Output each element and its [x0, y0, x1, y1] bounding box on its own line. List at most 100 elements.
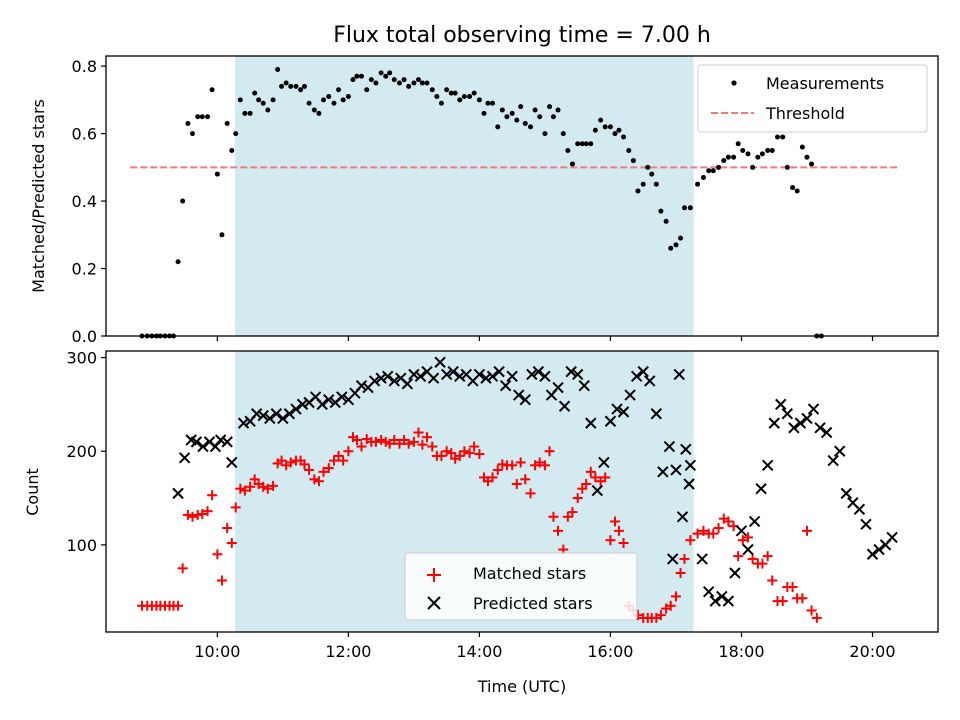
- matched-star-point: [618, 538, 629, 549]
- matched-star-point: [787, 582, 798, 593]
- legend-predicted-marker: [427, 596, 441, 610]
- predicted-star-point: [277, 412, 289, 425]
- matched-star-point: [562, 511, 573, 522]
- predicted-star-point: [506, 370, 518, 382]
- predicted-star-point: [214, 434, 227, 446]
- measurement-point: [247, 110, 253, 116]
- predicted-star-point: [680, 443, 692, 456]
- measurement-point: [283, 80, 289, 86]
- top-y-axis-label: Matched/Predicted stars: [29, 99, 48, 293]
- measurement-point: [288, 83, 294, 89]
- measurement-point: [804, 154, 810, 160]
- predicted-star-point: [178, 452, 191, 464]
- matched-star-point: [747, 553, 758, 564]
- measurement-point: [588, 141, 594, 147]
- measurement-point: [514, 117, 520, 123]
- predicted-star-point: [788, 422, 800, 434]
- predicted-star-point: [684, 459, 697, 471]
- bottom-y-axis-label: Count: [23, 468, 42, 516]
- measurement-point: [700, 174, 706, 180]
- measurement-point: [745, 151, 751, 157]
- measurement-point: [180, 198, 186, 204]
- matched-star-point: [323, 463, 334, 474]
- measurement-point: [383, 73, 389, 79]
- measurement-point: [229, 147, 235, 153]
- measurement-point: [401, 77, 407, 83]
- matched-star-point: [511, 479, 522, 490]
- predicted-star-point: [617, 406, 630, 418]
- top-x-ticks: [216, 336, 874, 341]
- bottom-x-ticks: 10:00 12:00 14:00 16:00 18:00 20:00: [194, 632, 896, 661]
- matched-star-point: [177, 563, 188, 574]
- bottom-legend: Matched stars Predicted stars: [404, 552, 638, 621]
- measurement-point: [387, 70, 393, 76]
- predicted-star-point: [226, 456, 238, 469]
- legend-measurements-marker: [731, 80, 737, 86]
- measurement-point: [790, 185, 796, 191]
- measurement-point: [275, 66, 281, 72]
- matched-star-point: [590, 472, 601, 483]
- predicted-star-point: [840, 487, 852, 500]
- predicted-star-point: [532, 365, 545, 378]
- matched-star-point: [262, 483, 273, 494]
- measurement-point: [532, 107, 538, 113]
- bottom-marks: [137, 356, 898, 623]
- measurement-point: [716, 164, 722, 170]
- predicted-star-point: [630, 370, 643, 382]
- predicted-star-point: [709, 595, 721, 607]
- matched-star-point: [309, 474, 320, 485]
- matched-star-point: [389, 434, 400, 445]
- measurement-point: [649, 171, 655, 177]
- x-tick-label: 20:00: [849, 642, 895, 661]
- top-plot-frame: [105, 55, 939, 337]
- measurement-point: [750, 164, 756, 170]
- predicted-star-point: [473, 368, 486, 381]
- predicted-star-point: [807, 403, 820, 415]
- x-axis-label: Time (UTC): [477, 677, 566, 696]
- bottom-plot-frame: [105, 350, 939, 633]
- predicted-star-point: [637, 365, 649, 378]
- measurement-point: [780, 134, 786, 140]
- x-tick-label: 12:00: [325, 642, 371, 661]
- matched-star-point: [806, 605, 817, 616]
- matched-star-point: [207, 490, 218, 501]
- matched-star-point: [544, 446, 555, 457]
- measurement-point: [485, 100, 491, 106]
- matched-star-point: [777, 596, 788, 607]
- legend-measurements-label: Measurements: [766, 74, 884, 93]
- predicted-star-point: [270, 408, 283, 420]
- chart-title: Flux total observing time = 7.00 h: [333, 23, 711, 48]
- measurement-point: [265, 107, 271, 113]
- predicted-star-point: [666, 553, 679, 565]
- matched-star-point: [613, 525, 624, 536]
- predicted-star-point: [644, 375, 656, 387]
- bottom-legend-box: [404, 552, 638, 621]
- matched-star-point: [743, 532, 754, 543]
- predicted-star-point: [526, 368, 538, 381]
- matched-star-point: [515, 457, 526, 468]
- measurement-point: [542, 131, 548, 137]
- matched-star-point: [187, 511, 198, 522]
- x-tick-label: 16:00: [587, 642, 633, 661]
- measurement-point: [653, 181, 659, 187]
- legend-predicted-label: Predicted stars: [473, 594, 593, 613]
- bottom-panel: 100 200 300 10:00 12:00 14:00 16:00 18:00 20:00…: [23, 349, 939, 696]
- measurement-point: [569, 161, 575, 167]
- measurement-point: [537, 114, 543, 120]
- measurement-point: [626, 147, 632, 153]
- matched-star-point: [567, 507, 578, 518]
- measurement-point: [555, 107, 561, 113]
- measurement-point: [336, 87, 342, 93]
- predicted-star-point: [768, 417, 780, 429]
- predicted-star-point: [676, 511, 689, 523]
- measurement-point: [769, 147, 775, 153]
- measurement-point: [279, 83, 285, 89]
- predicted-star-point: [703, 586, 715, 598]
- matched-star-point: [572, 493, 583, 504]
- predicted-star-point: [683, 478, 695, 490]
- measurement-point: [368, 77, 374, 83]
- predicted-star-point: [336, 391, 348, 403]
- measurement-point: [306, 100, 312, 106]
- matched-star-point: [258, 481, 269, 492]
